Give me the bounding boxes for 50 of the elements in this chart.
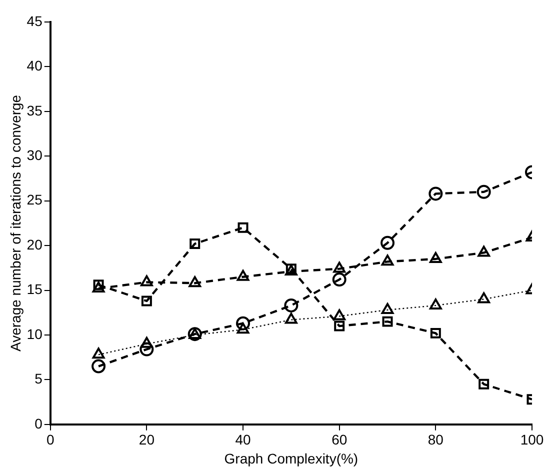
- point: [140, 336, 153, 348]
- point: [92, 348, 105, 359]
- y-tick-label: 10: [26, 326, 43, 342]
- point: [333, 262, 346, 273]
- point: [188, 327, 202, 342]
- point: [188, 328, 202, 339]
- point: [92, 359, 106, 374]
- y-axis-title: Average number of iterations to converge: [7, 94, 24, 352]
- x-tick-label: 40: [235, 432, 252, 448]
- point: [429, 298, 442, 310]
- y-tick-label: 30: [26, 146, 43, 163]
- point: [478, 378, 490, 390]
- x-tick-label: 60: [332, 432, 348, 448]
- point: [476, 184, 491, 199]
- point: [334, 320, 345, 332]
- point: [190, 238, 200, 250]
- y-tick-label: 20: [26, 236, 43, 252]
- point: [428, 186, 443, 201]
- point: [429, 252, 442, 263]
- point: [381, 254, 394, 266]
- point: [284, 298, 298, 312]
- y-tick-label: 0: [34, 415, 43, 432]
- point: [478, 292, 490, 304]
- point: [236, 316, 250, 330]
- y-tick-label: 45: [26, 12, 43, 29]
- point: [430, 328, 441, 338]
- point: [141, 296, 152, 306]
- point: [333, 309, 346, 320]
- y-tick-label: 40: [26, 58, 43, 74]
- point: [236, 322, 250, 334]
- x-axis-title: Graph Complexity(%): [224, 450, 358, 466]
- point: [284, 312, 298, 324]
- point: [238, 222, 248, 233]
- point: [236, 270, 250, 281]
- point: [382, 316, 393, 327]
- x-tick-label: 80: [428, 432, 444, 448]
- point: [188, 276, 202, 288]
- y-tick-label: 15: [26, 281, 43, 298]
- x-tick-label: 20: [138, 432, 155, 448]
- point: [478, 246, 490, 257]
- point: [380, 236, 395, 250]
- x-tick-label: 100: [520, 432, 544, 448]
- x-tick-label: 0: [46, 432, 54, 448]
- point: [140, 275, 153, 286]
- y-tick-label: 35: [26, 102, 43, 118]
- point: [381, 302, 394, 314]
- point: [140, 342, 154, 356]
- y-tick-label: 25: [26, 192, 43, 208]
- point: [332, 272, 346, 287]
- y-tick-label: 5: [34, 370, 43, 387]
